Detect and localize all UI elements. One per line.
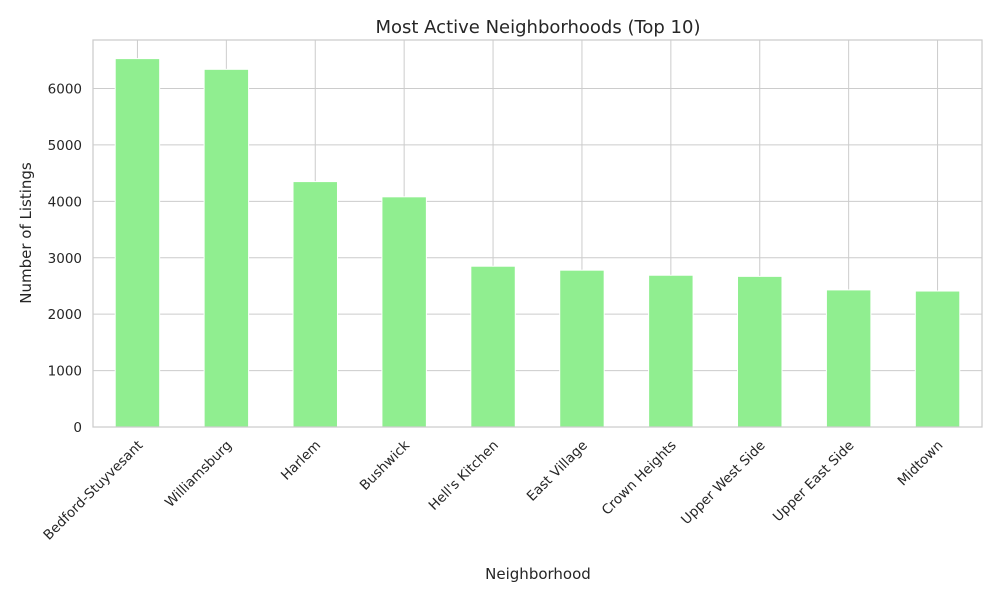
x-tick-label: Upper West Side — [678, 438, 768, 528]
y-tick-label: 6000 — [48, 82, 82, 98]
bar — [825, 289, 872, 428]
x-tick-label: Crown Heights — [599, 438, 680, 519]
x-tick-label: Upper East Side — [770, 438, 858, 526]
bar — [292, 181, 338, 428]
bar — [114, 58, 161, 428]
y-tick-labels: 0 1000 2000 3000 4000 5000 6000 — [48, 82, 82, 436]
bar — [203, 68, 250, 428]
chart-title: Most Active Neighborhoods (Top 10) — [375, 17, 700, 38]
x-tick-labels: Bedford-Stuyvesant Williamsburg Harlem Bush… — [40, 437, 946, 543]
x-tick-label: Williamsburg — [162, 438, 235, 511]
y-axis-label: Number of Listings — [17, 162, 35, 304]
x-tick-label: Midtown — [895, 438, 947, 490]
y-tick-label: 0 — [73, 420, 82, 436]
x-tick-label: East Village — [524, 438, 591, 505]
bar — [381, 196, 427, 428]
y-tick-label: 2000 — [48, 307, 82, 323]
y-tick-label: 3000 — [48, 251, 82, 267]
bar — [470, 265, 516, 428]
y-tick-label: 5000 — [48, 138, 82, 154]
y-tick-label: 4000 — [48, 194, 82, 210]
x-axis-label: Neighborhood — [485, 565, 591, 583]
bar — [914, 290, 961, 428]
x-tick-label: Bedford-Stuyvesant — [40, 438, 146, 544]
bars — [114, 58, 961, 428]
x-tick-label: Hell's Kitchen — [426, 438, 502, 514]
y-tick-label: 1000 — [48, 364, 82, 380]
bar — [559, 269, 605, 428]
plot-frame — [92, 39, 983, 428]
x-tick-label: Bushwick — [357, 437, 413, 493]
bar — [648, 274, 694, 428]
bar — [737, 275, 783, 428]
x-tick-label: Harlem — [278, 438, 324, 484]
